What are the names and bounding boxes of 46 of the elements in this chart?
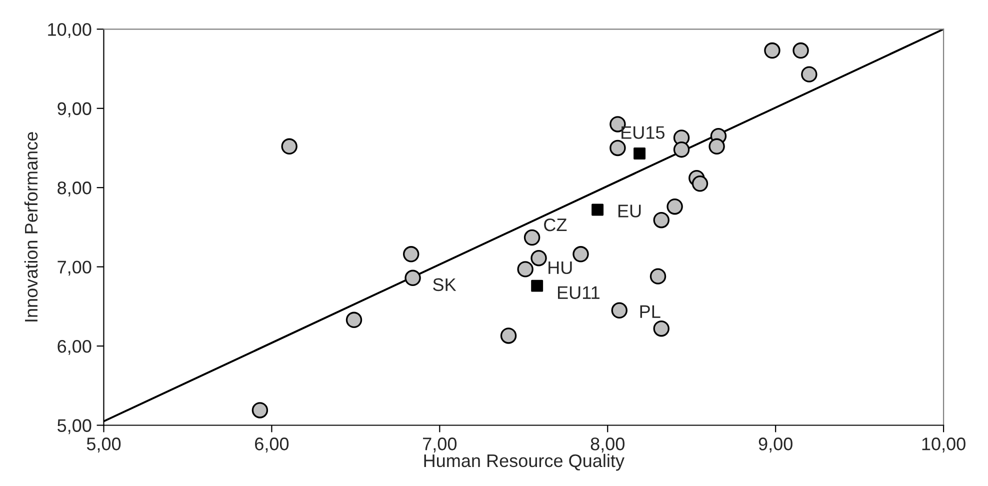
point bbox=[708, 138, 725, 155]
point bbox=[346, 312, 362, 328]
x-tick-label: 6,00 bbox=[255, 438, 289, 452]
x-axis-title: Human Resource Quality bbox=[424, 454, 624, 471]
annotation: HU bbox=[548, 261, 572, 274]
annotation: PL bbox=[640, 305, 660, 318]
point bbox=[653, 320, 670, 337]
point bbox=[572, 246, 589, 262]
x-tick-label: 10,00 bbox=[922, 438, 966, 452]
x-tick-label: 8,00 bbox=[590, 438, 624, 452]
point bbox=[404, 270, 421, 286]
y-tick-label: 7,00 bbox=[58, 260, 92, 276]
annotation: CZ bbox=[544, 218, 567, 232]
point bbox=[634, 148, 646, 160]
point bbox=[530, 250, 547, 266]
point bbox=[500, 328, 517, 344]
annotation: EU bbox=[618, 204, 641, 218]
point bbox=[531, 280, 544, 292]
point bbox=[402, 246, 420, 262]
x-tick-label: 9,00 bbox=[758, 438, 792, 452]
point bbox=[692, 176, 708, 192]
point bbox=[592, 204, 604, 216]
point bbox=[650, 268, 666, 284]
point bbox=[524, 229, 540, 246]
y-tick-label: 5,00 bbox=[58, 419, 92, 434]
point bbox=[281, 138, 298, 155]
annotation: SK bbox=[433, 278, 456, 292]
point bbox=[801, 66, 818, 82]
x-tick-label: 5,00 bbox=[86, 438, 121, 452]
point bbox=[792, 42, 809, 59]
y-tick-label: 10,00 bbox=[48, 23, 92, 38]
point bbox=[653, 212, 670, 228]
y-tick-label: 9,00 bbox=[58, 102, 92, 118]
y-axis-title: Innovation Performance bbox=[24, 132, 38, 322]
point bbox=[673, 141, 690, 158]
annotation: EU11 bbox=[558, 286, 600, 300]
y-tick-label: 8,00 bbox=[58, 182, 92, 196]
point bbox=[517, 261, 534, 278]
x-tick-label: 7,00 bbox=[423, 438, 457, 452]
annotation: EU15 bbox=[622, 126, 664, 139]
point bbox=[252, 402, 268, 418]
y-tick-label: 6,00 bbox=[58, 340, 92, 355]
point bbox=[764, 42, 780, 59]
point bbox=[611, 302, 628, 318]
point bbox=[666, 198, 683, 215]
point bbox=[610, 140, 626, 156]
